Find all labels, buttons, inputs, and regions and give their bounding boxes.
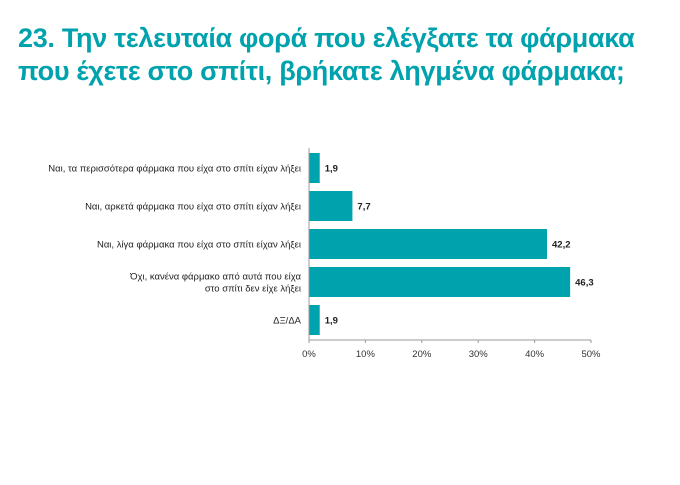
bar bbox=[309, 305, 320, 335]
category-label: Ναι, λίγα φάρμακα που είχα στο σπίτι είχ… bbox=[97, 240, 301, 251]
data-label: 7,7 bbox=[357, 202, 370, 213]
bar bbox=[309, 153, 320, 183]
category-label: στο σπίτι δεν είχε λήξει bbox=[205, 284, 301, 295]
category-label: Όχι, κανένα φάρμακο από αυτά που είχα bbox=[129, 272, 301, 283]
data-label: 1,9 bbox=[325, 164, 338, 175]
data-label: 1,9 bbox=[325, 316, 338, 327]
bar bbox=[309, 191, 353, 221]
x-tick-label: 30% bbox=[469, 349, 489, 360]
bar bbox=[309, 229, 548, 259]
x-tick-label: 10% bbox=[356, 349, 376, 360]
x-tick-label: 50% bbox=[581, 349, 601, 360]
x-tick-label: 40% bbox=[525, 349, 545, 360]
category-label: Ναι, αρκετά φάρμακα που είχα στο σπίτι ε… bbox=[85, 202, 301, 213]
title-line-2: που έχετε στο σπίτι, βρήκατε ληγμένα φάρ… bbox=[18, 56, 625, 86]
x-tick-label: 0% bbox=[302, 349, 316, 360]
category-label: Ναι, τα περισσότερα φάρμακα που είχα στο… bbox=[48, 164, 301, 175]
title-line-1: 23. Την τελευταία φορά που ελέγξατε τα φ… bbox=[18, 23, 635, 53]
category-label: ΔΞ/ΔΑ bbox=[273, 316, 302, 327]
data-label: 46,3 bbox=[575, 278, 594, 289]
x-tick-label: 20% bbox=[412, 349, 432, 360]
data-label: 42,2 bbox=[552, 240, 571, 251]
chart-title: 23. Την τελευταία φορά που ελέγξατε τα φ… bbox=[18, 22, 678, 88]
bar bbox=[309, 267, 571, 297]
